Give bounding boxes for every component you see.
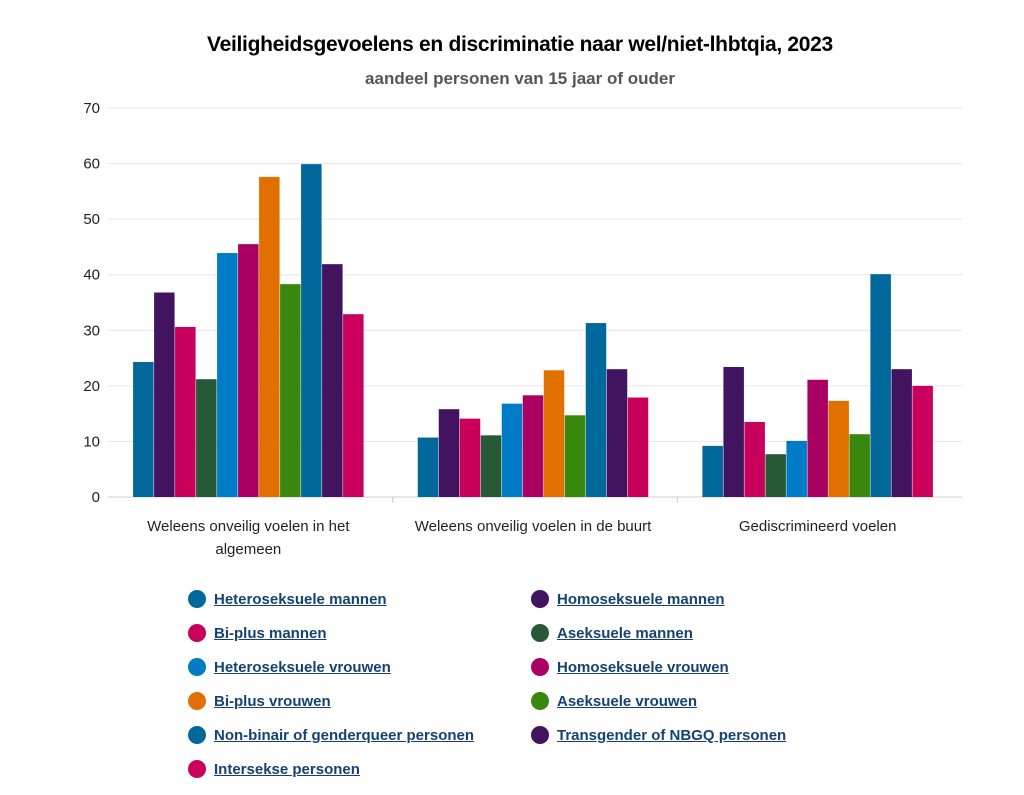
legend-color-dot-icon	[188, 590, 206, 608]
legend-color-dot-icon	[531, 624, 549, 642]
legend-color-dot-icon	[531, 658, 549, 676]
bar[interactable]: Transgender of NBGQ personen: 41.9	[322, 264, 343, 497]
bar[interactable]: Aseksuele vrouwen: 11.3	[849, 434, 870, 497]
legend-color-dot-icon	[188, 624, 206, 642]
legend-label[interactable]: Homoseksuele mannen	[557, 590, 725, 608]
legend-item[interactable]: Heteroseksuele mannen	[188, 590, 387, 608]
bar[interactable]: Transgender of NBGQ personen: 23	[606, 369, 628, 497]
legend-item[interactable]: Bi-plus mannen	[188, 624, 327, 642]
legend-item[interactable]: Intersekse personen	[188, 760, 360, 778]
bar[interactable]: Transgender of NBGQ personen: 23	[891, 369, 912, 497]
y-tick-label: 40	[83, 267, 100, 284]
legend-label[interactable]: Aseksuele vrouwen	[557, 692, 698, 710]
bar[interactable]: Intersekse personen: 20	[912, 385, 933, 497]
bar[interactable]: Aseksuele vrouwen: 38.3	[280, 284, 301, 497]
bar[interactable]: Heteroseksuele mannen: 24.3	[133, 361, 154, 497]
bar[interactable]: Bi-plus vrouwen: 57.6	[259, 176, 280, 497]
bar[interactable]: Homoseksuele vrouwen: 45.5	[238, 244, 259, 497]
bar[interactable]: Intersekse personen: 32.9	[343, 314, 364, 497]
legend-label[interactable]: Intersekse personen	[214, 760, 360, 778]
bar[interactable]: Bi-plus vrouwen: 17.3	[828, 400, 849, 497]
chart-subtitle: aandeel personen van 15 jaar of ouder	[365, 69, 675, 88]
legend-item[interactable]: Heteroseksuele vrouwen	[188, 658, 391, 676]
legend-color-dot-icon	[531, 590, 549, 608]
bar[interactable]: Heteroseksuele vrouwen: 10.1	[786, 440, 807, 497]
legend-color-dot-icon	[188, 726, 206, 744]
legend-item[interactable]: Bi-plus vrouwen	[188, 692, 331, 710]
legend-item[interactable]: Non-binair of genderqueer personen	[188, 726, 474, 744]
bar-chart: 0 10 20 30 40 50 60 70 Heteroseksuele mannen: 2…	[83, 100, 962, 558]
legend-label[interactable]: Aseksuele mannen	[557, 624, 693, 642]
y-tick-label: 30	[83, 322, 100, 339]
bar[interactable]: Bi-plus mannen: 13.5	[744, 421, 765, 497]
legend-label[interactable]: Heteroseksuele mannen	[214, 590, 387, 608]
legend-item[interactable]: Aseksuele vrouwen	[531, 692, 697, 710]
legend-item[interactable]: Transgender of NBGQ personen	[531, 726, 786, 744]
legend-item[interactable]: Aseksuele mannen	[531, 624, 693, 642]
legend-label[interactable]: Bi-plus mannen	[214, 624, 327, 642]
legend-label[interactable]: Transgender of NBGQ personen	[557, 726, 787, 744]
y-tick-label: 70	[83, 100, 100, 117]
bar[interactable]: Homoseksuele vrouwen: 21.1	[807, 379, 828, 497]
bar[interactable]: Homoseksuele mannen: 15.8	[438, 409, 460, 497]
bar[interactable]: Aseksuele mannen: 11.1	[480, 435, 502, 497]
x-category-label: Weleens onveilig voelen in het	[147, 518, 350, 535]
legend-item[interactable]: Homoseksuele mannen	[531, 590, 725, 608]
bar[interactable]: Non-binair of genderqueer personen: 40.1	[870, 274, 891, 497]
chart-title: Veiligheidsgevoelens en discriminatie na…	[207, 33, 833, 56]
y-tick-label: 10	[83, 433, 100, 450]
y-axis-ticks: 0 10 20 30 40 50 60 70	[83, 100, 100, 506]
bar[interactable]: Non-binair of genderqueer personen: 31.3	[585, 323, 607, 497]
x-category-label: algemeen	[215, 541, 281, 558]
legend-color-dot-icon	[531, 692, 549, 710]
bar[interactable]: Bi-plus vrouwen: 22.8	[543, 370, 565, 497]
bar[interactable]: Heteroseksuele mannen: 10.7	[417, 437, 439, 497]
x-axis-categories: Weleens onveilig voelen in het algemeen We…	[147, 518, 896, 558]
bar[interactable]: Heteroseksuele mannen: 9.2	[702, 445, 723, 497]
bar[interactable]: Bi-plus mannen: 14.1	[459, 418, 481, 497]
bar[interactable]: Aseksuele vrouwen: 14.7	[564, 415, 586, 497]
x-category-label: Weleens onveilig voelen in de buurt	[415, 518, 652, 535]
legend-color-dot-icon	[188, 692, 206, 710]
legend-color-dot-icon	[188, 760, 206, 778]
y-tick-label: 50	[83, 211, 100, 228]
bar[interactable]: Aseksuele mannen: 21.2	[196, 379, 217, 497]
bar[interactable]: Non-binair of genderqueer personen: 59.9	[301, 164, 322, 497]
y-tick-label: 20	[83, 378, 100, 395]
legend-item[interactable]: Homoseksuele vrouwen	[531, 658, 729, 676]
bar[interactable]: Homoseksuele mannen: 36.8	[154, 292, 175, 497]
bar[interactable]: Homoseksuele mannen: 23.4	[723, 366, 744, 497]
legend-label[interactable]: Homoseksuele vrouwen	[557, 658, 729, 676]
legend-label[interactable]: Non-binair of genderqueer personen	[214, 726, 475, 744]
bar[interactable]: Heteroseksuele vrouwen: 43.9	[217, 253, 238, 497]
y-tick-label: 60	[83, 156, 100, 173]
legend-color-dot-icon	[188, 658, 206, 676]
legend-label[interactable]: Heteroseksuele vrouwen	[214, 658, 391, 676]
legend-label[interactable]: Bi-plus vrouwen	[214, 692, 331, 710]
bar[interactable]: Homoseksuele vrouwen: 18.3	[522, 395, 544, 497]
bar[interactable]: Intersekse personen: 17.9	[627, 397, 649, 497]
bar[interactable]: Aseksuele mannen: 7.7	[765, 454, 786, 497]
y-tick-label: 0	[92, 489, 100, 506]
bar[interactable]: Heteroseksuele vrouwen: 16.8	[501, 403, 523, 497]
x-category-label: Gediscrimineerd voelen	[739, 518, 897, 535]
legend-color-dot-icon	[531, 726, 549, 744]
bar[interactable]: Bi-plus mannen: 30.6	[175, 326, 196, 497]
bars: Heteroseksuele mannen: 24.3Homoseksuele …	[133, 164, 933, 497]
